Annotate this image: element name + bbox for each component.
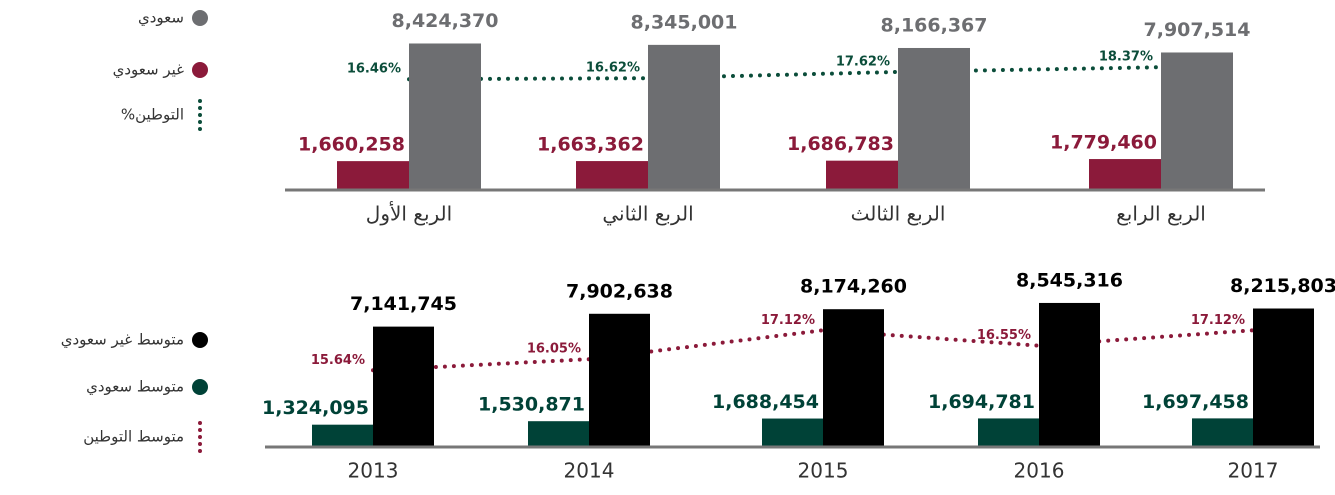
bar [762,418,823,447]
data-label: 1,779,460 [1050,132,1157,154]
bar [312,424,373,447]
data-label: 8,174,260 [800,276,907,298]
data-label: 7,907,514 [1144,19,1251,41]
x-tick-label: الربع الرابع [1116,202,1206,226]
line [407,65,1163,82]
x-tick-label: 2017 [1228,459,1279,483]
data-label: 1,530,871 [478,394,585,416]
data-label: 17.62% [836,54,890,69]
legend-marker [192,332,208,348]
data-label: 7,902,638 [566,280,673,302]
data-label: 8,424,370 [392,10,499,32]
data-label: 1,697,458 [1142,391,1249,413]
bar [576,161,648,190]
data-label: 17.12% [1191,313,1245,328]
legend-label: متوسط التوطين [83,428,184,446]
legend-marker [192,379,208,395]
x-tick-label: 2013 [348,459,399,483]
x-tick-label: 2016 [1014,459,1065,483]
line [371,328,1255,373]
bar [826,160,898,190]
data-label: 16.05% [527,342,581,357]
x-tick-label: 2015 [798,459,849,483]
data-label: 18.37% [1099,50,1153,65]
data-label: 1,686,783 [787,133,894,155]
legend-marker [192,62,208,78]
data-label: 1,663,362 [537,134,644,156]
bar [1192,418,1253,447]
legend-label: %التوطين [121,106,184,124]
x-tick-label: الربع الثاني [602,202,693,227]
bar [589,313,650,447]
x-tick-label: 2014 [564,459,615,483]
x-tick-label: الربع الأول [366,202,452,226]
data-label: 1,688,454 [712,391,819,413]
legend-label: سعودي [138,9,184,28]
data-label: 1,694,781 [928,391,1035,413]
data-label: 15.64% [311,353,365,368]
bar [528,421,589,447]
data-label: 16.55% [977,328,1031,343]
bar [1039,302,1100,447]
legend-marker [192,10,208,26]
bar [823,309,884,447]
legend-label: متوسط سعودي [86,378,184,397]
bar [373,326,434,447]
data-label: 8,345,001 [631,11,738,33]
bar [1253,308,1314,447]
data-label: 7,141,745 [350,293,457,315]
data-label: 8,215,803 [1230,275,1335,297]
data-label: 8,166,367 [881,14,988,36]
data-label: 1,324,095 [262,397,369,419]
bar [1089,159,1161,190]
legend-label: غير سعودي [113,61,185,80]
data-label: 16.62% [586,61,640,76]
data-label: 8,545,316 [1016,269,1123,291]
legend-label: متوسط غير سعودي [61,331,184,350]
bar [409,43,481,191]
bar [337,161,409,190]
bar [978,418,1039,447]
bar [898,47,970,190]
x-tick-label: الربع الثالث [851,202,946,226]
data-label: 17.12% [761,313,815,328]
data-label: 16.46% [347,62,401,77]
bar [648,44,720,190]
bar [1161,52,1233,191]
data-label: 1,660,258 [298,134,405,156]
